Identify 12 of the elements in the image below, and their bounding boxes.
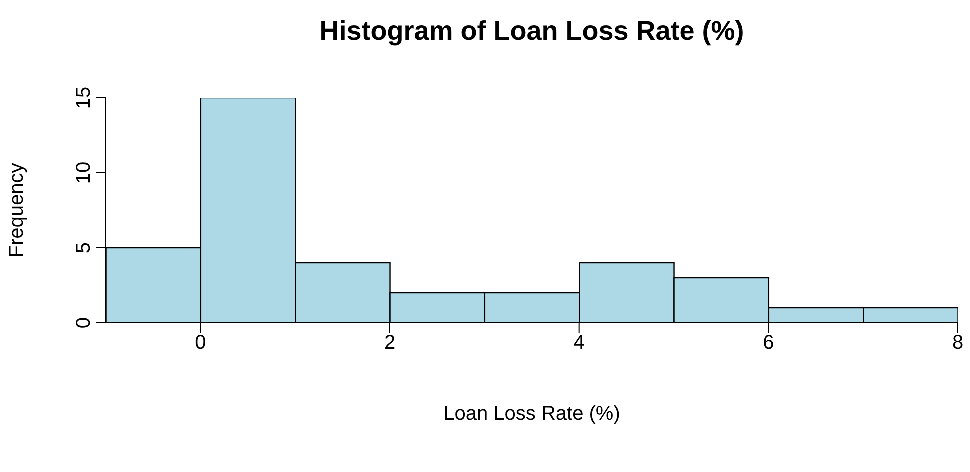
x-tick-label: 6 — [763, 332, 774, 354]
chart-title: Histogram of Loan Loss Rate (%) — [318, 16, 746, 47]
x-axis-title: Loan Loss Rate (%) — [444, 403, 620, 425]
x-tick-label: 8 — [952, 332, 964, 354]
y-tick-label: 10 — [73, 162, 95, 184]
y-axis-title: Frequency — [6, 163, 28, 258]
y-tick-label: 0 — [73, 317, 95, 329]
x-tick-label: 4 — [574, 332, 585, 354]
x-tick-label: 2 — [384, 332, 396, 354]
y-tick-label: 5 — [73, 242, 95, 254]
x-tick-label: 0 — [195, 332, 206, 354]
y-tick-label: 15 — [73, 86, 95, 110]
